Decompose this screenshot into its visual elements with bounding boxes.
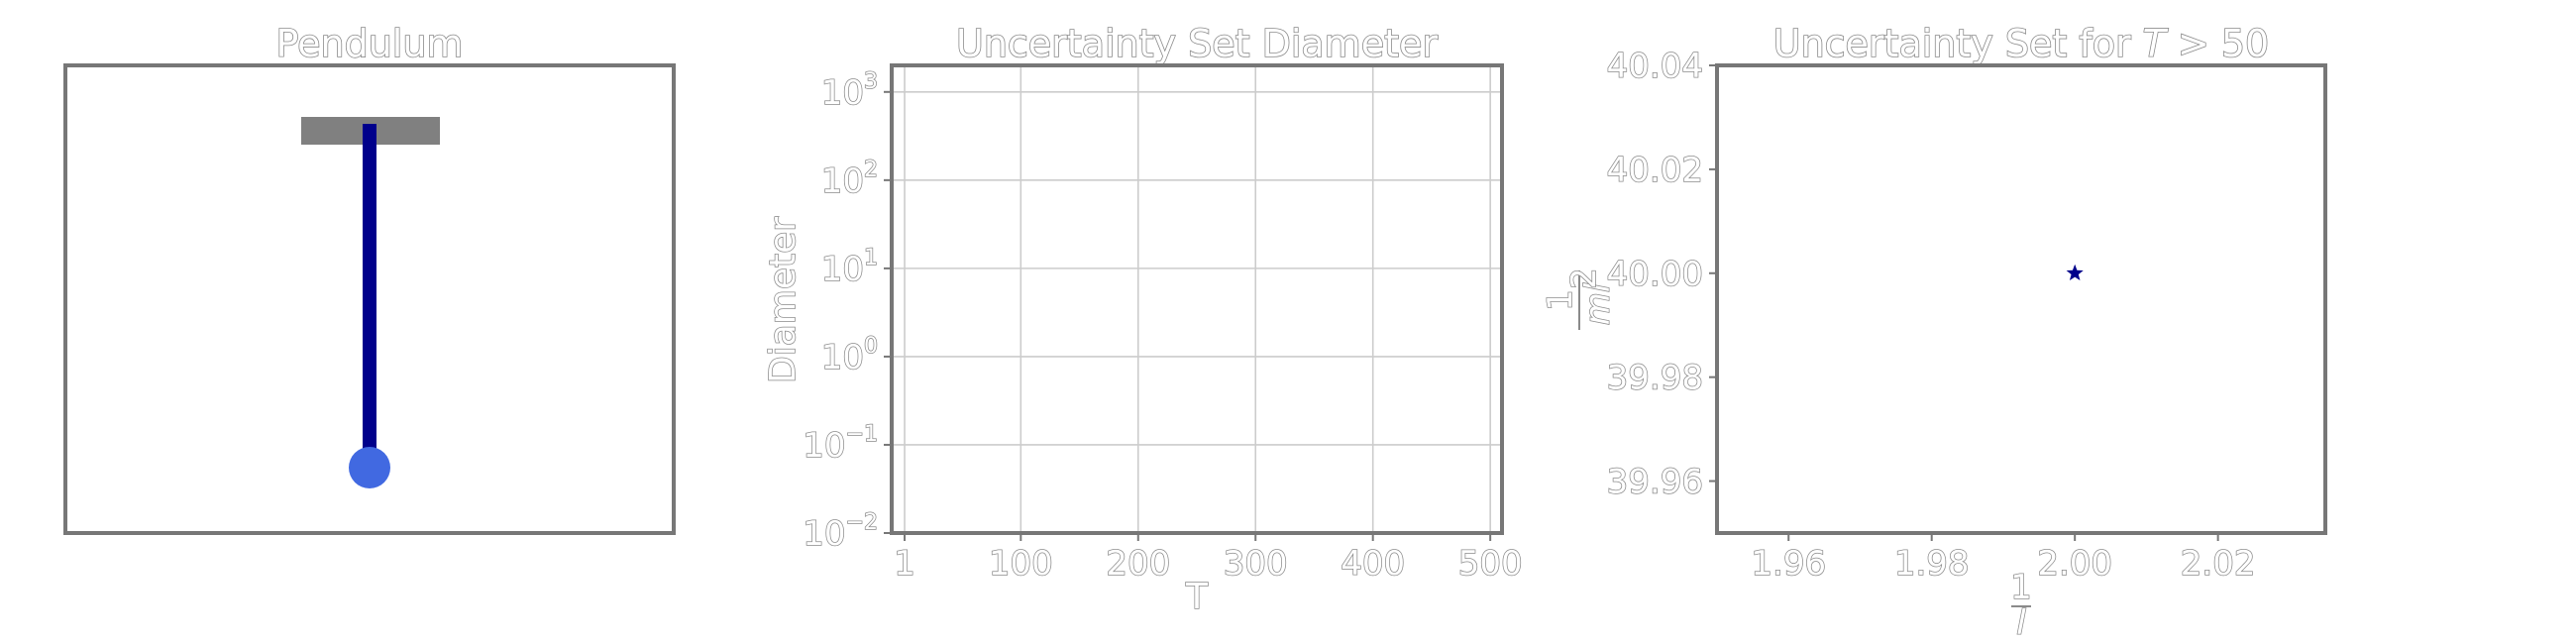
svg-text:2: 2 (1564, 268, 1604, 289)
pendulum-panel: Pendulum (63, 21, 676, 535)
uncertainty-y-tick-label: 39.98 (1607, 359, 1703, 398)
uncertainty-panel: Uncertainty Set for T > 50 1.96 1.98 2.00 2… (1540, 21, 2327, 644)
diameter-x-tick-label: 500 (1458, 544, 1523, 584)
uncertainty-point-star (2066, 264, 2084, 281)
uncertainty-y-tick-label: 40.04 (1607, 47, 1703, 86)
diameter-grid (892, 65, 1502, 534)
diameter-title: Uncertainty Set Diameter (956, 22, 1438, 65)
diameter-x-tick-label: 1 (894, 544, 915, 584)
diameter-y-tick-label: 103 (821, 69, 878, 113)
diameter-x-tick-label: 300 (1224, 544, 1288, 584)
uncertainty-y-tick-label: 39.96 (1607, 463, 1703, 502)
svg-text:l: l (2016, 603, 2026, 643)
diameter-y-tick-label: 10−2 (803, 510, 878, 554)
uncertainty-x-tick-label: 2.02 (2181, 544, 2256, 584)
pendulum-axes-frame (63, 63, 676, 535)
uncertainty-title: Uncertainty Set for T > 50 (1773, 22, 2269, 65)
pendulum-title: Pendulum (276, 22, 464, 65)
diameter-axes-frame (890, 63, 1504, 535)
uncertainty-y-tick-label: 40.00 (1607, 255, 1703, 294)
uncertainty-x-tick-label: 2.00 (2037, 544, 2112, 584)
diameter-panel: Uncertainty Set Diameter 1 100 200 300 400 50… (762, 21, 1523, 618)
uncertainty-x-tick-label: 1.96 (1751, 544, 1826, 584)
diameter-y-tick-label: 101 (821, 246, 878, 289)
diameter-x-label: T (1185, 577, 1209, 617)
uncertainty-x-ticks: 1.96 1.98 2.00 2.02 (1751, 533, 2256, 585)
diameter-y-tick-label: 102 (821, 158, 878, 201)
diameter-y-label: Diameter (763, 217, 804, 383)
diameter-y-tick-label: 100 (821, 334, 878, 377)
svg-text:ml: ml (1578, 282, 1618, 325)
pendulum-bob (349, 447, 390, 488)
diameter-x-tick-label: 100 (989, 544, 1053, 584)
diameter-x-tick-label: 400 (1341, 544, 1405, 584)
diameter-y-ticks: 10−2 10−1 100 101 102 103 (803, 68, 892, 555)
uncertainty-x-label: 1 l (2009, 567, 2032, 644)
svg-text:1: 1 (2010, 568, 2032, 607)
uncertainty-x-tick-label: 1.98 (1894, 544, 1970, 584)
uncertainty-y-tick-label: 40.02 (1607, 151, 1703, 190)
diameter-x-tick-label: 200 (1106, 544, 1170, 584)
svg-text:1: 1 (1541, 289, 1580, 311)
diameter-x-ticks: 1 100 200 300 400 500 (893, 533, 1523, 585)
uncertainty-y-label: 1 ml 2 (1540, 267, 1619, 330)
uncertainty-y-ticks: 39.96 39.98 40.00 40.02 40.04 (1606, 46, 1717, 502)
uncertainty-points (2066, 264, 2084, 281)
diameter-y-tick-label: 10−1 (803, 422, 878, 466)
uncertainty-axes-frame (1715, 63, 2327, 535)
